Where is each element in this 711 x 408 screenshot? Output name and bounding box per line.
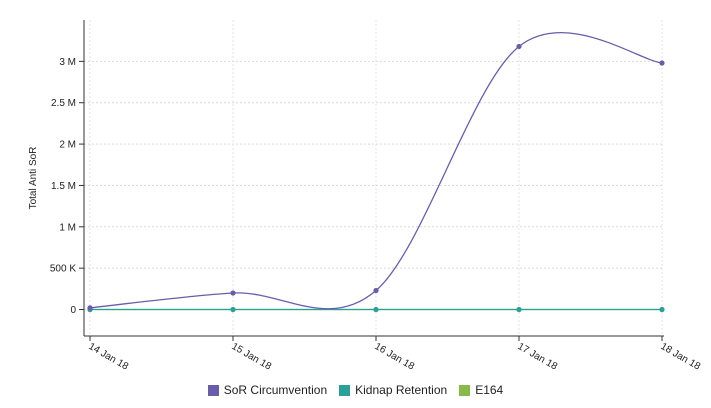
series (87, 32, 665, 313)
x-tick-label: 17 Jan 18 (516, 341, 560, 373)
x-tick-label: 14 Jan 18 (87, 341, 131, 373)
legend-item[interactable]: E164 (459, 383, 503, 397)
data-point[interactable] (516, 43, 522, 50)
data-point[interactable] (516, 306, 522, 313)
y-tick-label: 0 (70, 305, 76, 316)
y-axis-title: Total Anti SoR (28, 147, 39, 210)
legend-label: E164 (475, 383, 504, 397)
y-tick-label: 1 M (59, 222, 76, 233)
y-tick-label: 500 K (50, 264, 76, 275)
data-point[interactable] (659, 306, 665, 313)
legend-swatch (207, 384, 219, 396)
data-point[interactable] (230, 290, 236, 296)
grid (84, 20, 663, 336)
series-line (89, 32, 663, 310)
data-point[interactable] (230, 306, 236, 313)
legend-item[interactable]: SoR Circumvention (207, 383, 328, 397)
data-point[interactable] (87, 305, 93, 311)
x-tick-label: 16 Jan 18 (373, 341, 417, 373)
data-point[interactable] (373, 287, 379, 294)
x-tick-label: 18 Jan 18 (659, 341, 703, 373)
y-tick-label: 2 M (59, 140, 76, 151)
data-point[interactable] (659, 60, 665, 66)
data-point[interactable] (373, 306, 379, 313)
x-tick-label: 15 Jan 18 (230, 341, 274, 373)
legend-swatch (459, 384, 471, 396)
legend-item[interactable]: Kidnap Retention (339, 383, 447, 397)
legend: SoR Circumvention Kidnap Retention E164 (0, 383, 711, 397)
legend-label: SoR Circumvention (223, 383, 328, 397)
legend-label: Kidnap Retention (355, 383, 448, 397)
legend-swatch (339, 384, 351, 396)
y-tick-label: 2.5 M (51, 98, 76, 109)
y-tick-label: 1.5 M (51, 181, 76, 192)
y-tick-label: 3 M (59, 57, 76, 68)
